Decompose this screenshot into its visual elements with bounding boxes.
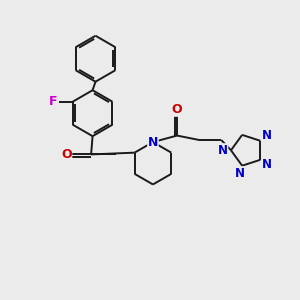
Text: N: N bbox=[148, 136, 158, 148]
Text: N: N bbox=[235, 167, 244, 180]
Text: O: O bbox=[61, 148, 72, 161]
Text: N: N bbox=[218, 144, 228, 157]
Text: F: F bbox=[49, 95, 58, 108]
Text: O: O bbox=[172, 103, 182, 116]
Text: N: N bbox=[262, 158, 272, 171]
Text: N: N bbox=[262, 129, 272, 142]
